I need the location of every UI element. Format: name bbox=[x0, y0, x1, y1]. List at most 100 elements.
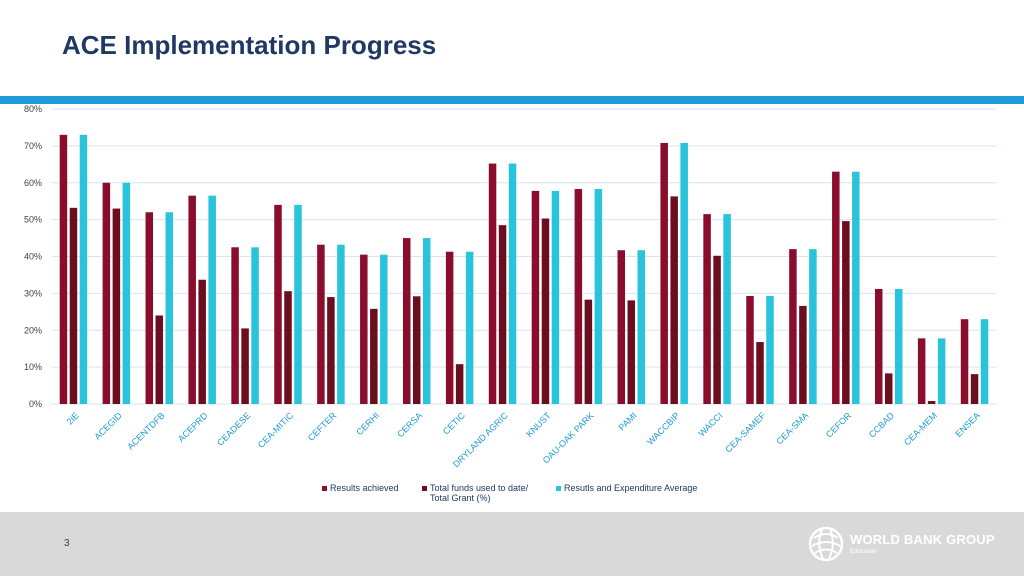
bar-funds bbox=[69, 207, 78, 404]
legend-swatch-funds bbox=[422, 486, 427, 491]
bar-results bbox=[574, 189, 583, 404]
x-tick-label: CEFOR bbox=[824, 410, 854, 440]
x-tick-label: ACEGID bbox=[92, 410, 124, 442]
bar-funds bbox=[842, 221, 850, 404]
bar-results bbox=[917, 338, 926, 404]
bar-funds bbox=[498, 225, 507, 404]
legend-item-funds: Total funds used to date/ Total Grant (%… bbox=[422, 483, 546, 503]
y-tick-label: 30% bbox=[24, 288, 42, 298]
x-tick-label: CEA-SMA bbox=[774, 410, 810, 446]
bar-average bbox=[79, 134, 88, 404]
bar-results bbox=[188, 195, 196, 404]
x-tick-label: CERHI bbox=[354, 410, 381, 437]
y-tick-label: 10% bbox=[24, 362, 42, 372]
x-tick-label: CEFTER bbox=[306, 410, 339, 443]
bar-funds bbox=[670, 196, 678, 404]
bar-funds bbox=[198, 279, 206, 404]
bar-results bbox=[145, 212, 154, 404]
bar-average bbox=[294, 204, 302, 404]
bar-average bbox=[422, 238, 431, 404]
bar-average bbox=[937, 338, 946, 404]
bar-average bbox=[465, 251, 474, 404]
bar-results bbox=[317, 244, 325, 404]
bar-funds bbox=[799, 305, 807, 404]
bar-average bbox=[165, 212, 174, 404]
bar-funds bbox=[412, 296, 421, 404]
legend-label-results: Results achieved bbox=[330, 483, 399, 493]
legend-item-average: Resutls and Expenditure Average bbox=[556, 483, 697, 493]
bar-results bbox=[360, 254, 368, 404]
legend-swatch-average bbox=[556, 486, 561, 491]
bar-average bbox=[551, 190, 560, 404]
page-title: ACE Implementation Progress bbox=[62, 30, 437, 60]
y-tick-label: 80% bbox=[24, 104, 42, 114]
bar-results bbox=[874, 288, 883, 404]
bar-funds bbox=[584, 299, 593, 404]
x-tick-label: CERSA bbox=[395, 410, 424, 439]
x-tick-label: CEADESE bbox=[215, 410, 252, 447]
bar-average bbox=[852, 171, 860, 404]
x-tick-label: CCBAD bbox=[867, 410, 897, 440]
y-tick-label: 60% bbox=[24, 178, 42, 188]
x-tick-label: CEA-MEM bbox=[902, 410, 939, 447]
y-tick-label: 50% bbox=[24, 215, 42, 225]
y-tick-label: 70% bbox=[24, 141, 42, 151]
bar-funds bbox=[756, 342, 764, 404]
bar-funds bbox=[541, 218, 550, 404]
bar-funds bbox=[370, 308, 378, 404]
x-tick-label: CETIC bbox=[441, 410, 468, 437]
logo-org-name: WORLD BANK GROUP bbox=[850, 532, 995, 547]
bar-funds bbox=[927, 401, 936, 404]
bar-average bbox=[980, 319, 989, 404]
bar-average bbox=[380, 254, 388, 404]
footer-bar: 3 WORLD BANK GROUP Education bbox=[0, 512, 1024, 576]
bar-average bbox=[894, 288, 903, 404]
bar-results bbox=[445, 251, 454, 404]
logo-unit-name: Education bbox=[850, 549, 877, 555]
bar-results bbox=[703, 214, 711, 404]
bar-funds bbox=[970, 374, 979, 404]
legend-item-results: Results achieved bbox=[322, 483, 399, 493]
bar-results bbox=[531, 190, 540, 404]
bar-average bbox=[680, 142, 688, 405]
bar-chart: 0% 10% 20% 30% 40% 50% 60% 70% 80% 2iE ACEGID ACENT… bbox=[24, 104, 996, 469]
bar-funds bbox=[284, 291, 292, 404]
bar-results bbox=[102, 182, 111, 404]
bar-results bbox=[274, 204, 282, 404]
bar-average bbox=[508, 163, 517, 404]
bar-results bbox=[789, 249, 797, 404]
globe-icon bbox=[808, 526, 844, 562]
bar-results bbox=[617, 250, 626, 404]
x-tick-label: CEA-MITIC bbox=[256, 410, 296, 450]
x-tick-label: CEA-SAMEF bbox=[723, 410, 768, 455]
bar-average bbox=[723, 214, 731, 404]
x-tick-label: ACENTDFB bbox=[125, 410, 166, 451]
bar-average bbox=[122, 182, 131, 404]
y-tick-label: 40% bbox=[24, 252, 42, 262]
page-number: 3 bbox=[64, 538, 70, 549]
bar-funds bbox=[455, 364, 464, 404]
x-tick-label: ACEPRD bbox=[176, 410, 210, 444]
bar-results bbox=[660, 142, 668, 405]
bar-average bbox=[637, 250, 646, 404]
legend-swatch-results bbox=[322, 486, 327, 491]
bar-results bbox=[231, 247, 239, 404]
bar-average bbox=[594, 189, 603, 404]
bar-average bbox=[251, 247, 259, 404]
y-tick-label: 0% bbox=[29, 399, 42, 409]
bar-funds bbox=[112, 208, 121, 404]
bar-funds bbox=[884, 373, 893, 404]
bar-results bbox=[960, 319, 969, 404]
bar-funds bbox=[327, 297, 335, 404]
x-tick-label: WACCI bbox=[696, 410, 724, 438]
y-tick-label: 20% bbox=[24, 325, 42, 335]
bar-results bbox=[488, 163, 497, 404]
world-bank-logo: WORLD BANK GROUP Education bbox=[808, 526, 995, 562]
x-tick-label: PAMI bbox=[617, 410, 639, 432]
bar-results bbox=[746, 295, 754, 404]
bar-results bbox=[832, 171, 840, 404]
x-tick-label: WACCBIP bbox=[645, 410, 682, 447]
bar-average bbox=[208, 195, 216, 404]
x-tick-label: 2iE bbox=[65, 410, 81, 426]
legend-label-average: Resutls and Expenditure Average bbox=[564, 483, 698, 493]
